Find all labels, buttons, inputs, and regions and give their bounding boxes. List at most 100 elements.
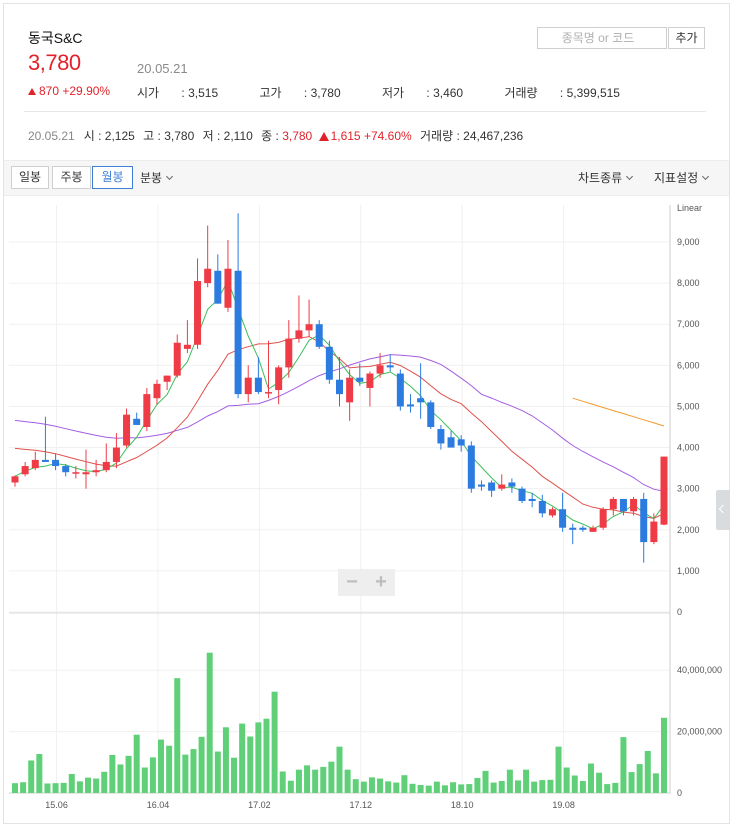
volume-bar <box>620 737 627 793</box>
volume-bar <box>44 783 51 793</box>
volume-bar <box>547 779 554 793</box>
volume-bar <box>466 784 473 793</box>
volume-bar <box>133 734 140 793</box>
indicator-dropdown[interactable]: 지표설정 <box>654 161 710 195</box>
volume-bar <box>158 739 165 793</box>
price-tick-label: 7,000 <box>677 319 700 329</box>
candle-body <box>194 281 202 345</box>
candle-body <box>204 268 212 284</box>
candle-body <box>183 344 191 349</box>
volume-bar <box>60 782 67 793</box>
candle-body <box>508 482 516 487</box>
candle-body <box>386 365 394 368</box>
volume-bar <box>222 727 229 793</box>
summary-close-label: 종 <box>261 129 273 143</box>
side-panel-toggle[interactable] <box>716 490 730 530</box>
change-percent: +29.90% <box>62 84 111 98</box>
volume-bar <box>320 766 327 793</box>
summary-low-label: 저 <box>202 129 214 143</box>
candle-body <box>72 472 80 474</box>
volume-bar <box>344 769 351 793</box>
candle-body <box>163 375 171 382</box>
volume-bar <box>352 779 359 793</box>
summary-close: 종 : 3,780 <box>261 129 313 143</box>
volume-bar <box>523 769 530 793</box>
summary-up-arrow-icon <box>318 132 329 141</box>
stock-name: 동국S&C <box>28 30 83 46</box>
candle-body <box>650 521 658 543</box>
candle-body <box>173 342 181 376</box>
volume-bar <box>312 769 319 793</box>
candle-body <box>609 498 617 510</box>
candle-body <box>559 509 567 528</box>
ma120-line <box>572 397 665 427</box>
period-summary: 20.05.21 시 : 2,125 고 : 3,780 저 : 2,110 종 … <box>28 127 523 144</box>
candle-body <box>630 498 638 512</box>
minute-label: 분봉 <box>140 171 163 185</box>
zoom-out-button[interactable]: − <box>346 571 358 593</box>
stock-search-input[interactable] <box>538 29 658 47</box>
volume-bar <box>239 723 246 793</box>
tab-daily[interactable]: 일봉 <box>11 166 49 189</box>
chart-type-dropdown[interactable]: 차트종류 <box>578 161 634 195</box>
volume-bar <box>555 746 562 793</box>
candle-body <box>305 324 313 331</box>
volume-bar <box>125 755 132 793</box>
candle-body <box>31 459 39 469</box>
volume-tick-label: 0 <box>677 788 682 798</box>
candle-body <box>498 484 506 489</box>
candle-body <box>396 373 404 407</box>
candle-body <box>447 437 455 448</box>
candle-body <box>52 459 60 467</box>
volume-bar <box>498 781 505 793</box>
zoom-control: − + <box>338 569 395 596</box>
summary-volume: 거래량 : 24,467,236 <box>420 129 524 143</box>
volume-bar <box>255 722 262 793</box>
candle-body <box>640 498 648 543</box>
candle-body <box>265 392 273 394</box>
candle-body <box>427 402 435 427</box>
candle-body <box>528 498 536 501</box>
volume-bar <box>20 782 27 793</box>
summary-open-value: 2,125 <box>104 129 135 143</box>
volume-bar <box>571 775 578 793</box>
volume-bar <box>433 781 440 793</box>
volume-bar <box>563 767 570 793</box>
tab-weekly[interactable]: 주봉 <box>52 166 91 189</box>
add-button[interactable]: 추가 <box>668 27 705 49</box>
volume-bar <box>539 780 546 793</box>
high-stat: 고가 : 3,780 <box>259 86 341 100</box>
candle-body <box>538 501 546 514</box>
price-tick-label: 3,000 <box>677 484 700 494</box>
indicator-label: 지표설정 <box>654 171 699 185</box>
candle-body <box>467 445 475 489</box>
candle-body <box>406 404 414 407</box>
x-tick-label: 19.08 <box>552 800 575 810</box>
candle-body <box>133 418 141 425</box>
volume-bar <box>644 750 651 793</box>
volume-bar <box>425 785 432 793</box>
volume-bar <box>271 691 278 793</box>
volume-bar <box>231 757 238 793</box>
volume-bar <box>166 745 173 793</box>
volume-bar <box>368 777 375 793</box>
volume-stat: 거래량 : 5,399,515 <box>504 86 620 100</box>
tab-monthly[interactable]: 월봉 <box>92 166 133 189</box>
volume-tick-label: 40,000,000 <box>677 665 722 675</box>
volume-bar <box>506 769 513 793</box>
chevron-left-icon <box>718 504 728 514</box>
price-tick-label: 0 <box>677 607 682 617</box>
minute-dropdown[interactable]: 분봉 <box>140 161 174 195</box>
summary-close-value: 3,780 <box>282 129 313 143</box>
high-value: 3,780 <box>310 86 341 100</box>
volume-bar <box>401 775 408 793</box>
candle-body <box>579 527 587 530</box>
stock-search-box <box>537 27 667 49</box>
summary-change: 1,615 <box>330 129 361 143</box>
candle-body <box>285 338 293 368</box>
volume-bar <box>474 777 481 793</box>
volume-bar <box>417 785 424 793</box>
candle-body <box>518 488 526 501</box>
zoom-in-button[interactable]: + <box>375 571 387 593</box>
